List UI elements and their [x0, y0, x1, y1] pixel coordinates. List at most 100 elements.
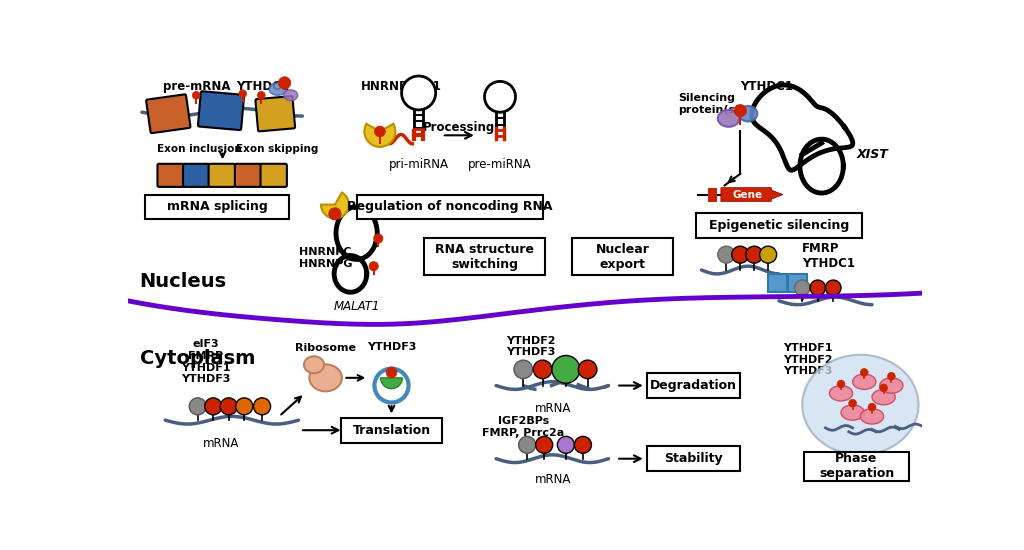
Text: XIST: XIST: [856, 148, 888, 161]
Ellipse shape: [829, 386, 853, 401]
Text: YTHDF2
YTHDF3: YTHDF2 YTHDF3: [506, 336, 556, 357]
Ellipse shape: [309, 365, 342, 392]
Circle shape: [718, 246, 735, 263]
FancyBboxPatch shape: [234, 164, 261, 187]
Text: mRNA: mRNA: [203, 437, 240, 450]
FancyBboxPatch shape: [146, 95, 190, 133]
Text: Ribosome: Ribosome: [295, 343, 356, 353]
Text: pre-miRNA: pre-miRNA: [468, 158, 531, 172]
Circle shape: [838, 380, 845, 388]
Ellipse shape: [853, 374, 876, 389]
Bar: [695, 213, 862, 238]
Text: Exon inclusion: Exon inclusion: [158, 144, 243, 154]
FancyBboxPatch shape: [260, 164, 287, 187]
FancyBboxPatch shape: [198, 91, 244, 130]
Ellipse shape: [860, 409, 884, 424]
FancyBboxPatch shape: [255, 96, 295, 131]
Ellipse shape: [841, 405, 864, 420]
Text: YTHDF1
YTHDF2
YTHDF3: YTHDF1 YTHDF2 YTHDF3: [783, 343, 833, 376]
Circle shape: [375, 126, 385, 137]
Ellipse shape: [802, 355, 919, 455]
Bar: [572, 239, 673, 276]
Text: pre-mRNA: pre-mRNA: [163, 80, 230, 93]
Circle shape: [868, 403, 876, 411]
Circle shape: [760, 246, 776, 263]
Circle shape: [732, 246, 749, 263]
Circle shape: [205, 398, 222, 415]
Circle shape: [880, 384, 888, 392]
Bar: [341, 418, 442, 443]
Bar: [145, 195, 289, 219]
Wedge shape: [381, 378, 402, 389]
Circle shape: [810, 280, 825, 295]
Text: YTHDC1: YTHDC1: [237, 80, 290, 93]
Circle shape: [534, 360, 552, 378]
Ellipse shape: [738, 106, 758, 122]
Wedge shape: [321, 192, 349, 218]
Text: Nuclear
export: Nuclear export: [596, 243, 649, 271]
Text: RNA structure
switching: RNA structure switching: [435, 243, 534, 271]
Circle shape: [239, 90, 247, 97]
Text: Processing: Processing: [423, 121, 495, 134]
Text: IGF2BPs
FMRP, Prrc2a: IGF2BPs FMRP, Prrc2a: [482, 416, 564, 438]
Circle shape: [386, 367, 397, 378]
Text: eIF3
FMRP
YTHDF1
YTHDF3: eIF3 FMRP YTHDF1 YTHDF3: [181, 339, 230, 384]
Circle shape: [825, 280, 841, 295]
Text: Translation: Translation: [352, 424, 430, 437]
Circle shape: [401, 76, 435, 110]
Bar: [647, 447, 740, 471]
Circle shape: [849, 399, 856, 407]
Ellipse shape: [718, 110, 739, 127]
Circle shape: [375, 368, 409, 403]
Text: Gene: Gene: [733, 190, 763, 200]
FancyBboxPatch shape: [183, 164, 209, 187]
Text: pri-miRNA: pri-miRNA: [389, 158, 449, 172]
Circle shape: [552, 355, 580, 383]
Polygon shape: [721, 188, 783, 201]
Text: HNRNPA2B1: HNRNPA2B1: [360, 80, 441, 93]
Text: mRNA splicing: mRNA splicing: [167, 200, 267, 213]
Circle shape: [888, 372, 895, 380]
Text: Degradation: Degradation: [650, 379, 737, 392]
Ellipse shape: [880, 378, 903, 393]
Circle shape: [518, 436, 536, 453]
Circle shape: [279, 77, 291, 89]
Text: mRNA: mRNA: [535, 402, 571, 415]
Text: Stability: Stability: [665, 452, 723, 465]
Bar: [647, 373, 740, 398]
Bar: [804, 452, 909, 481]
Bar: [708, 188, 717, 201]
Bar: [768, 274, 786, 293]
Bar: [356, 195, 543, 219]
Ellipse shape: [304, 356, 324, 373]
Text: Regulation of noncoding RNA: Regulation of noncoding RNA: [347, 200, 552, 213]
Wedge shape: [365, 124, 395, 147]
FancyBboxPatch shape: [209, 164, 234, 187]
Text: FMRP
YTHDC1: FMRP YTHDC1: [802, 241, 855, 270]
Circle shape: [236, 398, 253, 415]
Circle shape: [734, 104, 746, 117]
Circle shape: [536, 436, 553, 453]
Text: YTHDC1: YTHDC1: [740, 80, 794, 93]
Circle shape: [574, 436, 592, 453]
Text: Cytoplasm: Cytoplasm: [139, 349, 255, 368]
Text: MALAT1: MALAT1: [334, 300, 380, 313]
Circle shape: [514, 360, 532, 378]
Circle shape: [557, 436, 574, 453]
Circle shape: [579, 360, 597, 378]
Circle shape: [745, 246, 763, 263]
Circle shape: [329, 208, 341, 220]
Circle shape: [795, 280, 810, 295]
Ellipse shape: [284, 90, 298, 101]
FancyBboxPatch shape: [158, 164, 183, 187]
Circle shape: [189, 398, 206, 415]
Text: Epigenetic silencing: Epigenetic silencing: [709, 219, 849, 232]
Bar: [424, 239, 545, 276]
Text: Phase
separation: Phase separation: [819, 453, 894, 480]
Bar: [788, 274, 807, 293]
Text: Exon skipping: Exon skipping: [237, 144, 318, 154]
Circle shape: [193, 91, 200, 99]
Ellipse shape: [269, 83, 286, 95]
Text: Nucleus: Nucleus: [139, 272, 226, 291]
Circle shape: [860, 368, 868, 376]
